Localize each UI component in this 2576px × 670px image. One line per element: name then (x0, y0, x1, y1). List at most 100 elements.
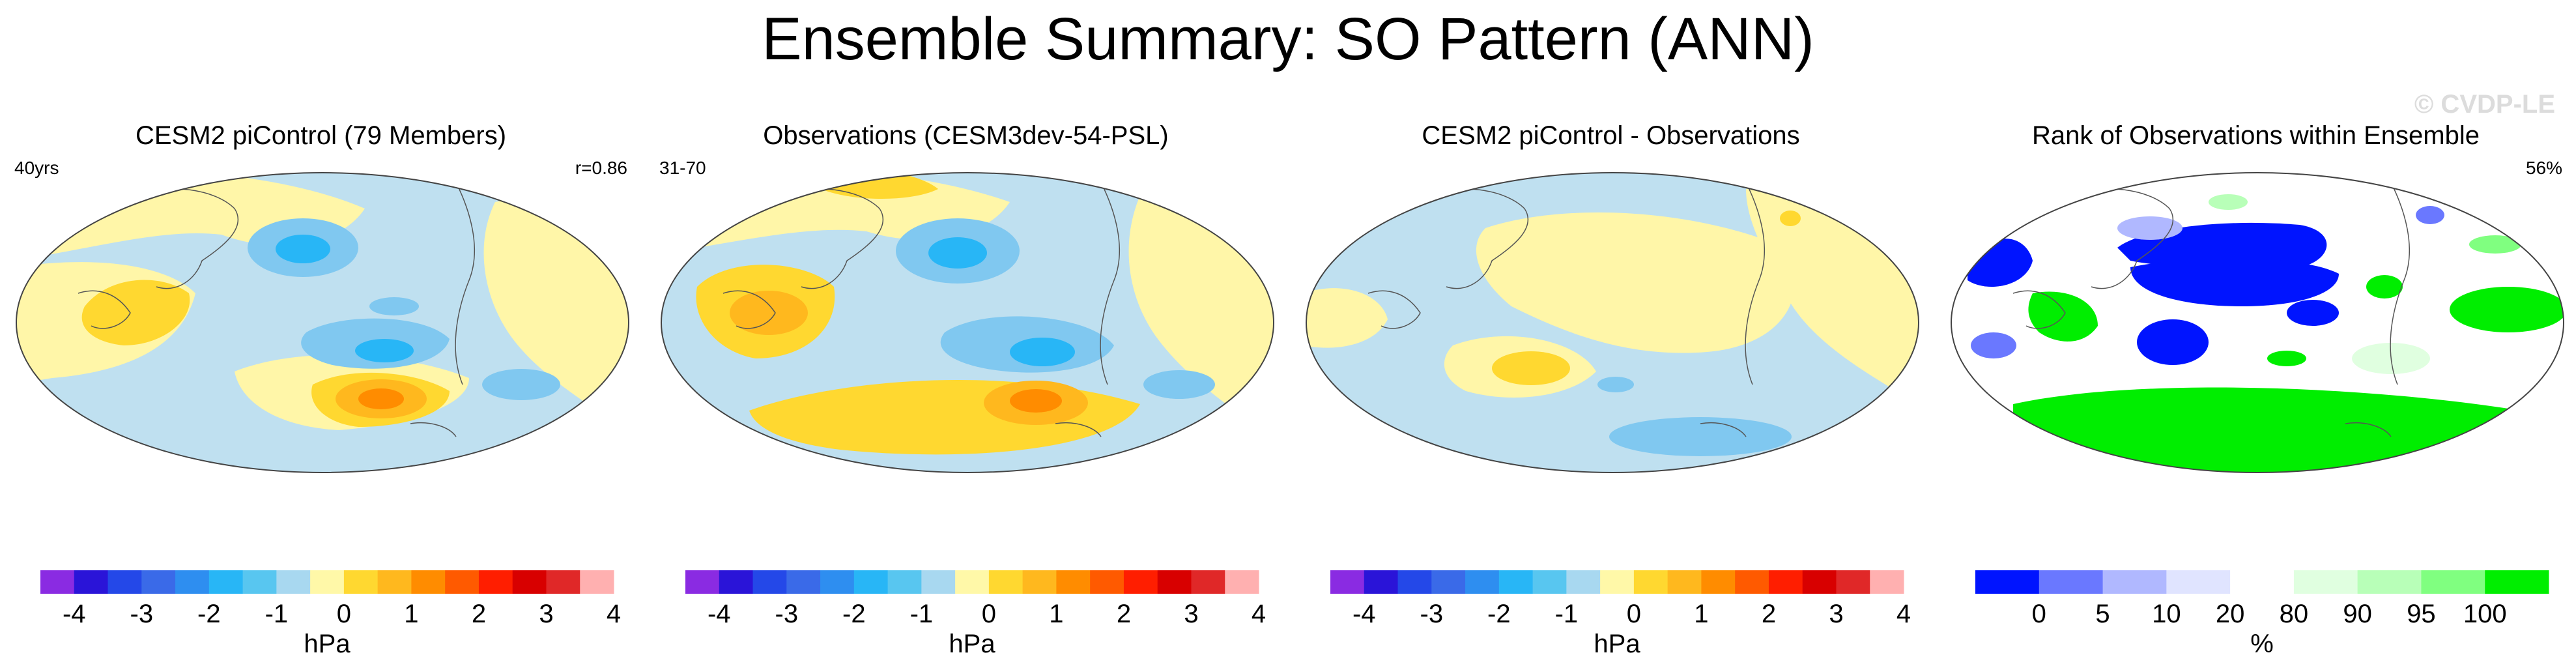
colorbar-swatch (1330, 570, 1365, 594)
colorbar-swatch (445, 570, 479, 594)
colorbar-swatch (1157, 570, 1192, 594)
colorbar-swatch (343, 570, 379, 594)
colorbar-swatch (1633, 570, 1668, 594)
colorbar-tick-label: -1 (1555, 600, 1579, 628)
low-south-atlantic (482, 369, 560, 400)
colorbar-tick-label: 0 (2032, 600, 2046, 628)
map (1306, 172, 1919, 473)
colorbar-swatch (887, 570, 922, 594)
colorbar-swatch (1735, 570, 1769, 594)
colorbar-swatch (276, 570, 311, 594)
low-central-pacific-core (355, 339, 414, 362)
low-north-pacific-core (928, 237, 987, 269)
colorbar-swatch (40, 570, 75, 594)
colorbar-swatch (1364, 570, 1399, 594)
colorbar-tick-label: -4 (63, 600, 86, 628)
rank-low-east-pacific (2287, 300, 2339, 326)
colorbar-swatch (1836, 570, 1870, 594)
colorbar: -4 -3 -2 -1 0 1 2 3 4 hPa (685, 570, 1266, 658)
colorbar-tick-label: 1 (1694, 600, 1708, 628)
colorbar-swatch (107, 570, 142, 594)
colorbar-tick-label: -2 (1487, 600, 1511, 628)
colorbar-swatch (2293, 570, 2358, 594)
high-indonesia (81, 280, 190, 345)
colorbar: -4 -3 -2 -1 0 1 2 3 4 hPa (40, 570, 621, 658)
map-border (1951, 172, 2564, 473)
colorbar-swatch (955, 570, 990, 594)
colorbar-swatch (1667, 570, 1702, 594)
colorbar-unit-label: hPa (949, 630, 995, 658)
rank-low-north-atlantic (2416, 206, 2444, 224)
colorbar-swatch (2485, 570, 2549, 594)
colorbar-swatch (1191, 570, 1225, 594)
colorbar-swatch (1975, 570, 2040, 594)
map (16, 172, 629, 473)
panel-cesm2-picontrol: CESM2 piControl (79 Members) 40yrs r=0.8… (0, 98, 642, 670)
panel-title: CESM2 piControl (79 Members) (135, 121, 507, 150)
colorbar-tick-label: 0 (1627, 600, 1641, 628)
panel-left-note: 31-70 (659, 158, 706, 178)
colorbar-swatch (74, 570, 109, 594)
colorbar-tick-label: 10 (2152, 600, 2181, 628)
coastline (2012, 182, 2411, 437)
colorbar: 0 5 10 20 80 90 95 100% (1975, 570, 2549, 658)
colorbar-swatch (853, 570, 889, 594)
colorbar-swatch (208, 570, 244, 594)
colorbar-tick-label: -3 (130, 600, 154, 628)
colorbar-swatch (2166, 570, 2231, 594)
colorbar-swatch (1431, 570, 1466, 594)
colorbar-swatch (786, 570, 821, 594)
colorbar: -4 -3 -2 -1 0 1 2 3 4 hPa (1330, 570, 1911, 658)
colorbar-swatch (546, 570, 580, 594)
coastline (723, 182, 1121, 437)
colorbar-swatch (141, 570, 176, 594)
colorbar-swatch (478, 570, 513, 594)
colorbar-swatch (820, 570, 855, 594)
colorbar-tick-label: 3 (1829, 600, 1843, 628)
colorbar-swatch (2230, 570, 2295, 594)
colorbar-tick-label: 5 (2095, 600, 2110, 628)
colorbar-tick-label: 3 (1184, 600, 1198, 628)
coastline (78, 182, 476, 437)
colorbar-swatch (1022, 570, 1057, 594)
colorbar-unit-label: % (2250, 630, 2274, 658)
colorbar-swatch (242, 570, 277, 594)
colorbar-swatch (719, 570, 754, 594)
colorbar-swatch (2421, 570, 2485, 594)
colorbar-swatch (1465, 570, 1500, 594)
colorbar-swatch (1600, 570, 1635, 594)
high-south-indian (1492, 351, 1570, 385)
colorbar-tick-label: -2 (842, 600, 866, 628)
colorbar-tick-label: -2 (197, 600, 221, 628)
panel-observations: Observations (CESM3dev-54-PSL) 31-70 -4-… (645, 98, 1287, 670)
colorbar-tick-label: 20 (2216, 600, 2245, 628)
colorbar-swatch (1397, 570, 1432, 594)
map-border (16, 172, 629, 473)
coastline (1367, 182, 1766, 437)
map (661, 172, 1274, 473)
colorbar-tick-label: 2 (472, 600, 486, 628)
colorbar-tick-label: -1 (910, 600, 934, 628)
colorbar-swatch (1768, 570, 1803, 594)
panel-right-note: 56% (2525, 158, 2562, 178)
colorbar-tick-label: -3 (775, 600, 799, 628)
colorbar-swatch (1225, 570, 1259, 594)
rank-low-central-pacific (2130, 258, 2339, 306)
colorbar-swatch (175, 570, 210, 594)
rank-high-north (2209, 194, 2248, 210)
map-border (1306, 172, 1919, 473)
colorbar-swatch (1870, 570, 1904, 594)
low-tropical (1597, 377, 1634, 392)
colorbar-swatch (752, 570, 787, 594)
colorbar-tick-label: 0 (337, 600, 351, 628)
panel-title: CESM2 piControl - Observations (1422, 121, 1800, 150)
colorbar-swatch (1056, 570, 1091, 594)
colorbar-swatch (580, 570, 614, 594)
panel-rank: Rank of Observations within Ensemble 56% (1935, 98, 2576, 670)
colorbar-swatch (1802, 570, 1837, 594)
colorbar-swatch (377, 570, 412, 594)
colorbar-swatch (512, 570, 547, 594)
high-south-pacific-center (1010, 389, 1062, 413)
high-south-pacific-center (358, 388, 404, 409)
colorbar-unit-label: hPa (304, 630, 351, 658)
